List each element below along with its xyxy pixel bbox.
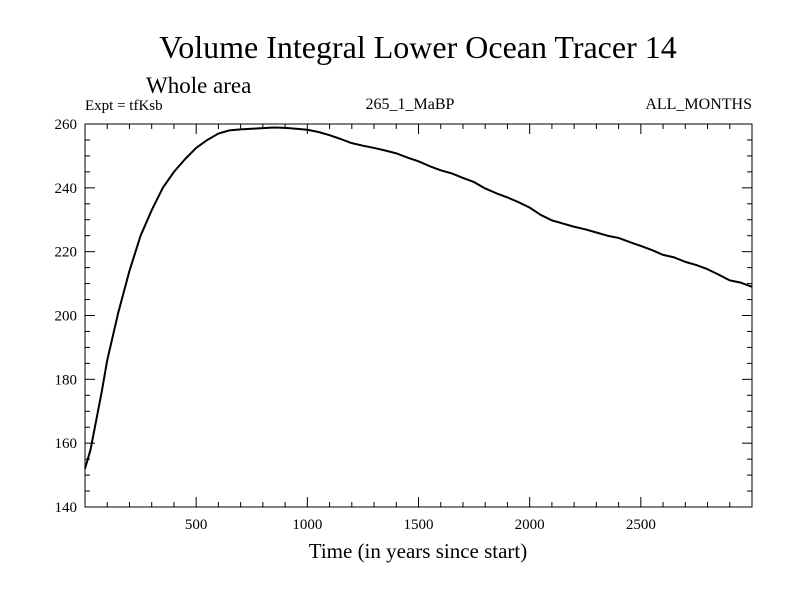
y-tick-label: 240 — [55, 181, 78, 197]
series-line — [84, 126, 753, 469]
y-tick-label: 260 — [55, 117, 78, 133]
x-minor-ticks — [106, 124, 731, 507]
plot-frame — [84, 123, 753, 508]
x-tick-label: 500 — [185, 517, 208, 533]
y-tick-label: 180 — [55, 372, 78, 388]
x-tick-label: 2500 — [626, 517, 656, 533]
x-tick-label: 1000 — [292, 517, 322, 533]
x-axis-label: Time (in years since start) — [309, 539, 528, 563]
y-tick-label: 140 — [55, 500, 78, 516]
annotation-left: Expt = tfKsb — [85, 98, 163, 114]
y-minor-ticks — [85, 139, 752, 492]
y-tick-label: 160 — [55, 436, 78, 452]
chart-title: Volume Integral Lower Ocean Tracer 14 — [159, 29, 676, 65]
y-major-ticks — [85, 187, 752, 444]
annotation-right: ALL_MONTHS — [645, 96, 752, 113]
chart-subtitle: Whole area — [146, 73, 251, 98]
annotation-center: 265_1_MaBP — [366, 96, 455, 113]
x-tick-label: 2000 — [515, 517, 545, 533]
y-tick-label: 220 — [55, 245, 78, 261]
y-tick-labels: 140 160 180 200 220 240 260 — [55, 117, 78, 516]
x-tick-labels: 500 1000 1500 2000 2500 — [185, 517, 656, 533]
x-tick-label: 1500 — [404, 517, 434, 533]
y-tick-label: 200 — [55, 309, 78, 325]
x-major-ticks — [195, 124, 642, 507]
